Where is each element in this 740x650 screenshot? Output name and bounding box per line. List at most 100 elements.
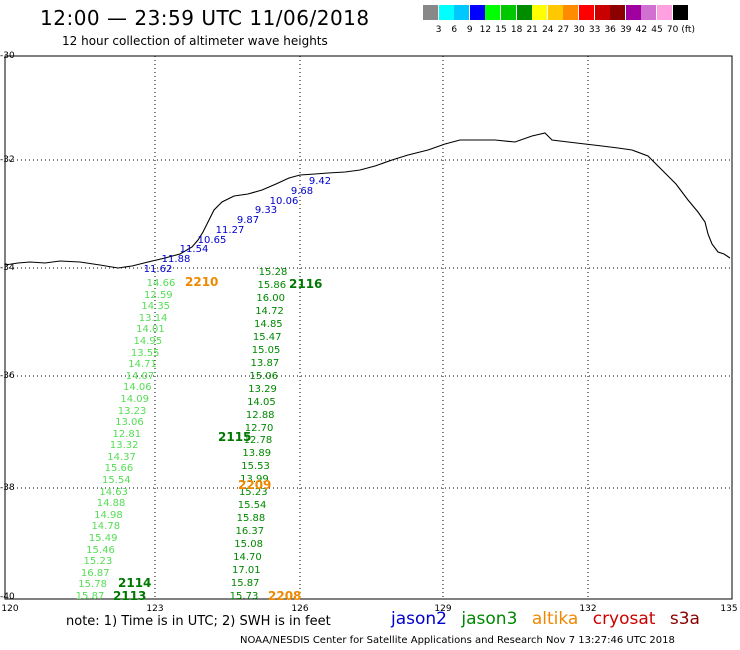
observation-value: 16.00 (256, 292, 285, 304)
australia-coastline (4, 132, 731, 269)
observation-value: 10.06 (269, 195, 299, 207)
observation-value: 14.37 (107, 451, 136, 463)
observation-value: 13.32 (109, 440, 139, 452)
track-label-2208: 2208 (268, 589, 302, 603)
legend-swatch (610, 5, 626, 20)
map-subtitle: 12 hour collection of altimeter wave hei… (62, 34, 328, 48)
legend-label: 30 (573, 25, 585, 35)
observation-value: 15.78 (78, 579, 107, 591)
observation-value: 15.08 (234, 539, 263, 551)
credit-line: NOAA/NESDIS Center for Satellite Applica… (240, 635, 675, 646)
legend-swatch (594, 5, 610, 20)
observation-value: 14.71 (128, 359, 157, 371)
observation-value: 15.46 (86, 544, 115, 556)
legend-swatch (516, 5, 532, 20)
observation-value: 11.88 (161, 254, 191, 266)
lat-label-32: -32 (0, 155, 15, 165)
observation-value: 12.81 (112, 428, 142, 440)
observation-value: 14.88 (96, 498, 126, 510)
legend-swatch (547, 5, 563, 20)
observation-value: 12.59 (144, 289, 173, 301)
observation-value: 9.33 (254, 205, 278, 217)
legend-label: 24 (542, 25, 554, 35)
observation-value: 14.66 (146, 278, 176, 289)
lon-label-120: 120 (1, 604, 19, 614)
legend-swatch (532, 5, 548, 20)
satellite-s3a: s3a (669, 609, 700, 629)
observation-value: 14.63 (99, 486, 128, 498)
legend-label: 21 (526, 25, 538, 35)
observation-value: 11.54 (179, 244, 209, 256)
observation-value: 14.95 (133, 335, 163, 347)
lat-label-34: -34 (0, 263, 15, 273)
legend-label: 33 (588, 25, 601, 35)
legend-label: 70 (666, 25, 679, 35)
observation-value: 14.09 (120, 393, 150, 405)
observation-value: 11.27 (215, 224, 245, 236)
observation-value: 15.54 (237, 500, 267, 512)
legend-swatch (469, 5, 485, 20)
observation-value: 13.06 (115, 417, 144, 429)
observation-value: 15.05 (251, 344, 281, 356)
satellite-jason3: jason3 (461, 609, 518, 629)
observation-value: 14.07 (125, 370, 155, 382)
observation-value: 16.37 (235, 526, 265, 538)
legend-label: (ft) (681, 25, 695, 35)
lat-label-40: -40 (0, 592, 15, 602)
legend-label: 45 (651, 25, 663, 35)
legend-swatch (501, 5, 516, 20)
observation-value: 13.14 (138, 312, 168, 324)
observation-value: 15.23 (83, 556, 113, 568)
observation-value: 15.06 (249, 370, 279, 382)
legend-label: 12 (479, 25, 492, 35)
legend-label: 6 (451, 25, 458, 35)
satellite-altika: altika (531, 609, 579, 629)
lat-label-30: -30 (0, 51, 15, 61)
legend-label: 18 (510, 25, 523, 35)
observation-value: 15.53 (241, 461, 270, 473)
observation-value: 14.98 (94, 509, 123, 521)
observation-value: 9.87 (236, 215, 260, 227)
legend-swatch (579, 5, 594, 20)
satellite-jason2: jason2 (391, 609, 447, 629)
lat-label-36: -36 (0, 371, 15, 381)
observation-value: 14.06 (123, 382, 152, 394)
observation-value: 13.23 (117, 405, 147, 417)
legend-label: 15 (495, 25, 507, 35)
legend-swatch (438, 5, 454, 20)
lon-label-132: 132 (579, 604, 597, 614)
observation-value: 14.01 (136, 324, 165, 336)
legend-label: 27 (557, 25, 570, 35)
legend-swatch (657, 5, 672, 20)
track-label-2116: 2116 (289, 277, 323, 291)
observation-value: 13.55 (130, 347, 160, 359)
legend-swatch (454, 5, 470, 20)
legend-label: 42 (635, 25, 648, 35)
grid-lines (5, 56, 732, 599)
lon-label-123: 123 (146, 604, 164, 614)
lon-label-135: 135 (720, 604, 738, 614)
observation-value: 15.87 (75, 591, 105, 602)
observation-value: 11.62 (143, 264, 173, 275)
observation-value: 13.29 (248, 383, 277, 395)
observation-value: 13.87 (250, 357, 280, 369)
observation-value: 14.05 (247, 396, 276, 408)
observation-value: 15.73 (229, 591, 259, 602)
observation-value: 14.78 (91, 521, 121, 533)
observation-value: 9.42 (308, 176, 332, 187)
legend-swatch (485, 5, 501, 20)
legend-label: 39 (620, 25, 632, 35)
legend-swatch (672, 5, 688, 20)
map-frame (4, 55, 733, 600)
observation-value: 14.72 (255, 305, 284, 317)
observation-value: 12.88 (245, 409, 275, 421)
track-label-2114: 2114 (118, 576, 152, 590)
observation-value: 15.86 (257, 279, 287, 291)
legend-swatch (641, 5, 657, 20)
observation-value: 15.23 (238, 487, 268, 499)
map-title: 12:00 — 23:59 UTC 11/06/2018 (40, 6, 370, 30)
track-label-2113: 2113 (113, 589, 147, 603)
legend-label: 9 (466, 25, 473, 35)
lat-label-38: -38 (0, 483, 15, 493)
